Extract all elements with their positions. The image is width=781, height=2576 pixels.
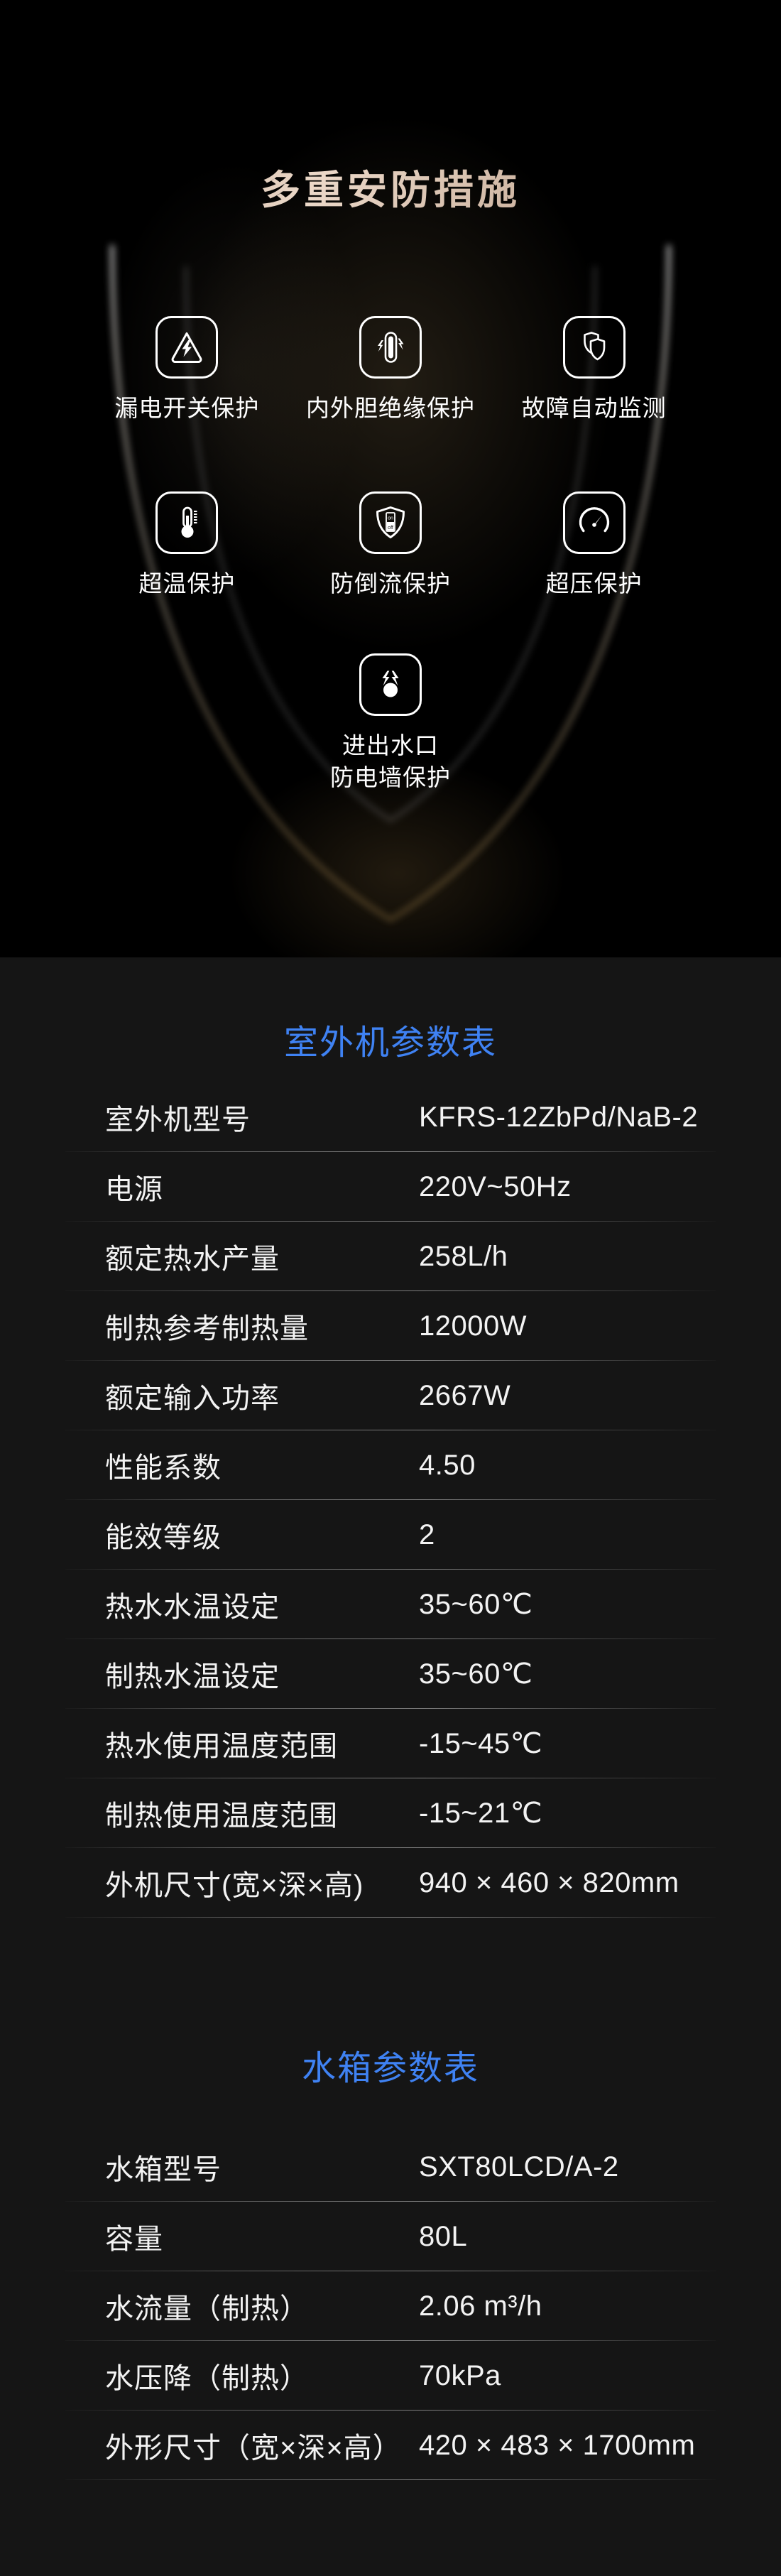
spec-row-cop: 性能系数 4.50 xyxy=(65,1430,716,1500)
spec-row-water-pressure-drop: 水压降（制热） 70kPa xyxy=(65,2341,716,2411)
spec-label: 水压降（制热） xyxy=(105,2363,309,2394)
spec-row-outdoor-dimensions: 外机尺寸(宽×深×高) 940 × 460 × 820mm xyxy=(65,1848,716,1918)
over-pressure-icon xyxy=(562,491,626,554)
spec-label: 外形尺寸（宽×深×高） xyxy=(105,2433,402,2464)
spec-value: 258L/h xyxy=(419,1240,508,1272)
spec-label: 容量 xyxy=(105,2224,163,2255)
leakage-breaker-icon xyxy=(155,316,219,379)
safety-item-label: 超压保护 xyxy=(545,570,643,597)
water-tank-table-title: 水箱参数表 xyxy=(301,2050,479,2087)
safety-item-label: 超温保护 xyxy=(138,570,236,597)
spec-row-heating-capacity: 制热参考制热量 12000W xyxy=(65,1291,716,1361)
spec-value: 12000W xyxy=(419,1310,527,1342)
safety-item-electric-wall: 进出水口 防电墙保护 xyxy=(330,653,451,793)
safety-item-label: 漏电开关保护 xyxy=(114,395,260,421)
spec-value: 2667W xyxy=(419,1379,511,1411)
safety-item-label: 故障自动监测 xyxy=(521,395,667,421)
spec-label: 性能系数 xyxy=(105,1452,222,1484)
spec-row-heating-water-temp-setting: 制热水温设定 35~60℃ xyxy=(65,1639,716,1709)
spec-label: 外机尺寸(宽×深×高) xyxy=(105,1870,364,1901)
spec-row-outdoor-model: 室外机型号 KFRS-12ZbPd/NaB-2 xyxy=(65,1082,716,1152)
spec-value: 2.06 m³/h xyxy=(419,2290,542,2322)
spec-row-heating-ambient-range: 制热使用温度范围 -15~21℃ xyxy=(65,1778,716,1848)
spec-row-energy-efficiency-grade: 能效等级 2 xyxy=(65,1500,716,1570)
safety-item-fault-monitor: 故障自动监测 xyxy=(522,316,667,424)
spec-row-hot-water-temp-setting: 热水水温设定 35~60℃ xyxy=(65,1570,716,1639)
spec-label: 热水水温设定 xyxy=(105,1592,280,1623)
spec-value: -15~45℃ xyxy=(419,1728,543,1759)
safety-title: 多重安防措施 xyxy=(0,0,781,210)
outdoor-unit-spec-table: 室外机型号 KFRS-12ZbPd/NaB-2 电源 220V~50Hz 额定热… xyxy=(65,1082,716,1918)
spec-row-tank-dimensions: 外形尺寸（宽×深×高） 420 × 483 × 1700mm xyxy=(65,2411,716,2480)
outdoor-unit-table-title: 室外机参数表 xyxy=(283,1024,497,1062)
spec-value: 4.50 xyxy=(419,1449,476,1481)
spec-row-hot-water-ambient-range: 热水使用温度范围 -15~45℃ xyxy=(65,1709,716,1778)
inlet-outlet-electric-wall-icon xyxy=(359,653,422,716)
spec-row-rated-input-power: 额定输入功率 2667W xyxy=(65,1361,716,1430)
spec-value: -15~21℃ xyxy=(419,1798,543,1829)
spec-value: 420 × 483 × 1700mm xyxy=(419,2429,696,2461)
spec-value: 2 xyxy=(419,1518,435,1550)
switch-off-text: off xyxy=(388,526,393,531)
spec-label: 电源 xyxy=(105,1174,163,1205)
spec-label: 水流量（制热） xyxy=(105,2293,309,2325)
safety-row-1: 漏电开关保护 内外胆绝缘保护 xyxy=(85,316,696,424)
safety-section: 多重安防措施 漏电开关保护 xyxy=(0,0,781,957)
safety-item-label: 内外胆绝缘保护 xyxy=(305,395,475,421)
safety-item-insulation: 内外胆绝缘保护 xyxy=(306,316,475,424)
spec-row-water-flow: 水流量（制热） 2.06 m³/h xyxy=(65,2271,716,2341)
spec-value: 220V~50Hz xyxy=(419,1170,572,1202)
tank-insulation-icon xyxy=(359,316,422,379)
spec-row-tank-model: 水箱型号 SXT80LCD/A-2 xyxy=(65,2132,716,2202)
spec-section: 室外机参数表 室外机型号 KFRS-12ZbPd/NaB-2 电源 220V~5… xyxy=(0,957,781,2576)
spec-label: 热水使用温度范围 xyxy=(105,1731,338,1762)
spec-label: 能效等级 xyxy=(105,1522,222,1553)
spec-value: KFRS-12ZbPd/NaB-2 xyxy=(419,1101,699,1133)
spec-value: 70kPa xyxy=(419,2359,501,2391)
shield-glow xyxy=(110,244,671,922)
spec-row-capacity: 容量 80L xyxy=(65,2202,716,2271)
spec-value: 35~60℃ xyxy=(419,1589,533,1620)
spec-label: 额定热水产量 xyxy=(105,1244,280,1275)
safety-item-over-temperature: 超温保护 xyxy=(138,491,235,599)
spec-value: 80L xyxy=(419,2220,468,2252)
spec-label: 室外机型号 xyxy=(105,1104,251,1136)
spec-label: 制热水温设定 xyxy=(105,1661,280,1692)
spec-label: 水箱型号 xyxy=(105,2154,222,2185)
spec-row-rated-hot-water-output: 额定热水产量 258L/h xyxy=(65,1222,716,1291)
safety-item-leakage: 漏电开关保护 xyxy=(114,316,259,424)
spec-value: 35~60℃ xyxy=(419,1658,533,1690)
anti-backflow-icon: on off xyxy=(359,491,422,554)
fault-monitor-icon xyxy=(562,316,626,379)
spec-value: SXT80LCD/A-2 xyxy=(419,2151,619,2183)
spec-label: 制热使用温度范围 xyxy=(105,1800,338,1832)
water-tank-spec-table: 水箱型号 SXT80LCD/A-2 容量 80L 水流量（制热） 2.06 m³… xyxy=(65,2132,716,2480)
safety-row-3: 进出水口 防电墙保护 xyxy=(0,653,781,793)
spec-value: 940 × 460 × 820mm xyxy=(419,1866,679,1898)
spec-label: 额定输入功率 xyxy=(105,1383,280,1414)
spec-row-power-supply: 电源 220V~50Hz xyxy=(65,1152,716,1222)
spec-label: 制热参考制热量 xyxy=(105,1313,309,1344)
safety-item-over-pressure: 超压保护 xyxy=(546,491,643,599)
switch-on-text: on xyxy=(388,516,393,521)
safety-row-2: 超温保护 on off 防倒流保护 xyxy=(85,491,696,599)
over-temperature-icon xyxy=(155,491,219,554)
safety-item-label: 防倒流保护 xyxy=(329,570,451,597)
safety-item-label: 进出水口 防电墙保护 xyxy=(330,732,451,790)
safety-item-anti-backflow: on off 防倒流保护 xyxy=(330,491,451,599)
